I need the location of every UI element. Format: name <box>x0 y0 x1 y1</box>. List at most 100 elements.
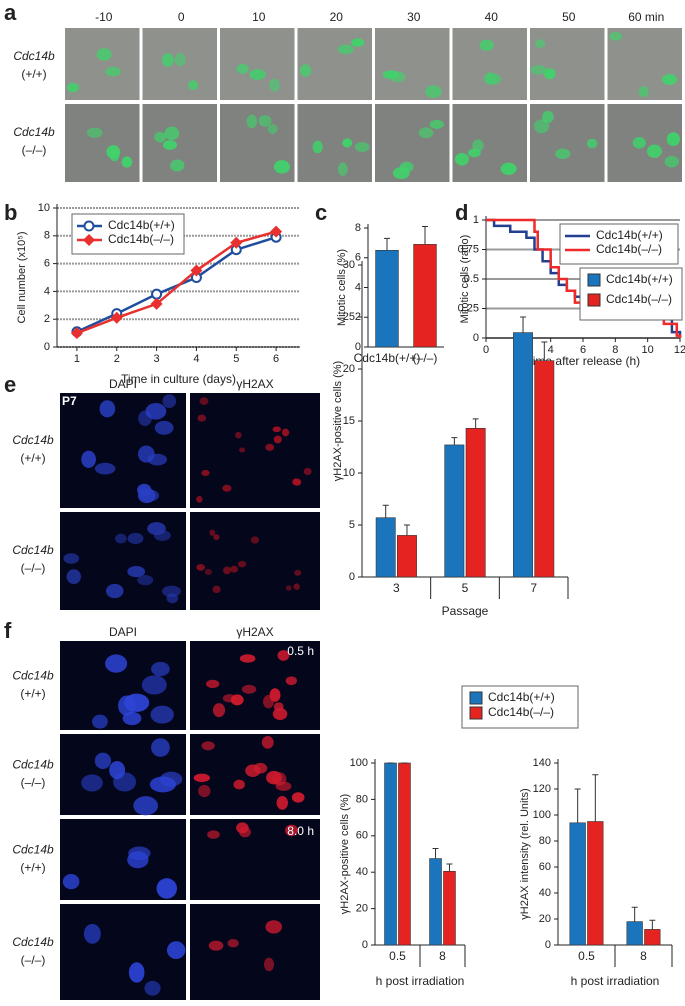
micrograph <box>190 904 320 1000</box>
legend-swatch <box>469 706 483 720</box>
error-bar <box>541 341 548 361</box>
y-tick-label: 100 <box>350 757 368 769</box>
cell <box>174 52 186 67</box>
time-label: -10 <box>95 10 113 24</box>
micrograph <box>452 28 527 100</box>
legend-label: Cdc14b(–/–) <box>108 232 174 246</box>
cell <box>62 873 80 890</box>
y-tick-label: 0.25 <box>458 302 479 314</box>
cell <box>269 78 280 92</box>
cell <box>429 119 444 129</box>
y-tick-label: 30 <box>343 259 355 271</box>
cell <box>86 127 103 138</box>
y-axis-label: γH2AX intensity (rel. Units) <box>519 788 531 919</box>
y-tick-label: 40 <box>356 866 368 878</box>
cell <box>156 878 178 899</box>
x-tick-label: 5 <box>462 581 469 595</box>
bar <box>413 244 437 348</box>
cell <box>201 469 210 477</box>
cell <box>425 85 442 98</box>
panel-label: d <box>455 200 468 225</box>
marker <box>70 327 83 340</box>
panel-label: b <box>4 200 17 225</box>
marker <box>110 311 123 324</box>
x-tick-label: 5 <box>233 353 239 365</box>
cell <box>632 137 646 149</box>
row-genotype: (–/–) <box>22 143 47 157</box>
micrograph <box>60 393 186 508</box>
bar <box>384 762 397 946</box>
bar <box>444 444 465 578</box>
bar <box>443 870 456 946</box>
cell <box>354 142 370 152</box>
x-tick-label: 7 <box>530 581 537 595</box>
row-gene: Cdc14b <box>12 843 54 857</box>
marker <box>190 264 203 277</box>
cell <box>96 48 112 61</box>
bar <box>398 762 411 946</box>
cell <box>196 563 206 571</box>
cell <box>285 824 298 837</box>
row-gene: Cdc14b <box>12 543 54 557</box>
y-tick-label: 0 <box>349 571 355 583</box>
x-axis-label: h post irradiation <box>571 974 660 988</box>
y-tick-label: 0 <box>545 939 551 951</box>
cell <box>105 583 124 599</box>
cell <box>213 534 220 541</box>
cell <box>204 568 213 576</box>
y-tick-label: 0 <box>362 939 368 951</box>
cell <box>150 705 174 724</box>
legend-label: Cdc14b(–/–) <box>488 705 554 719</box>
y-tick-label: 0.75 <box>458 243 479 255</box>
cell <box>230 565 239 573</box>
time-label: 30 <box>407 10 421 24</box>
cell <box>265 443 275 451</box>
cell <box>162 585 181 598</box>
y-tick-label: 6 <box>355 252 361 264</box>
cell <box>223 566 231 575</box>
y-axis-label: Cell number (x10⁵) <box>16 232 28 324</box>
y-tick-label: 0 <box>473 332 479 344</box>
row-gene: Cdc14b <box>12 669 54 683</box>
bar <box>587 821 604 946</box>
cell <box>81 450 96 468</box>
cell <box>609 31 623 41</box>
bar <box>375 250 399 348</box>
cell <box>153 530 171 541</box>
cell <box>127 532 144 545</box>
x-tick-label: 10 <box>642 344 654 356</box>
marker <box>83 234 95 246</box>
panel-label: c <box>315 200 327 225</box>
cell <box>483 72 497 85</box>
time-label: 8.0 h <box>287 824 314 838</box>
row-genotype: (+/+) <box>20 687 45 701</box>
cell <box>66 569 82 584</box>
y-tick-label: 15 <box>343 415 355 427</box>
cell <box>99 400 116 418</box>
error-bar <box>451 437 458 445</box>
x-tick-label: 3 <box>393 581 400 595</box>
error-bar <box>403 524 410 536</box>
cell <box>292 478 302 486</box>
bar <box>465 427 486 578</box>
y-tick-label: 1 <box>473 214 479 226</box>
cell <box>239 654 256 663</box>
bar <box>569 822 586 946</box>
cell <box>209 529 216 536</box>
x-axis-label: Time in culture (days) <box>121 372 236 386</box>
y-tick-label: 140 <box>533 757 551 769</box>
row-gene: Cdc14b <box>12 935 54 949</box>
y-tick-label: 20 <box>539 913 551 925</box>
cell <box>151 738 170 757</box>
y-tick-label: 80 <box>356 793 368 805</box>
cell <box>144 980 161 996</box>
cell <box>201 741 215 751</box>
marker <box>150 297 163 310</box>
legend-box <box>71 213 185 255</box>
time-label: 50 <box>562 10 576 24</box>
row-gene: Cdc14b <box>12 433 54 447</box>
row-genotype: (–/–) <box>21 953 46 967</box>
cell <box>161 53 174 67</box>
error-bar <box>649 919 656 930</box>
cell <box>128 846 151 861</box>
